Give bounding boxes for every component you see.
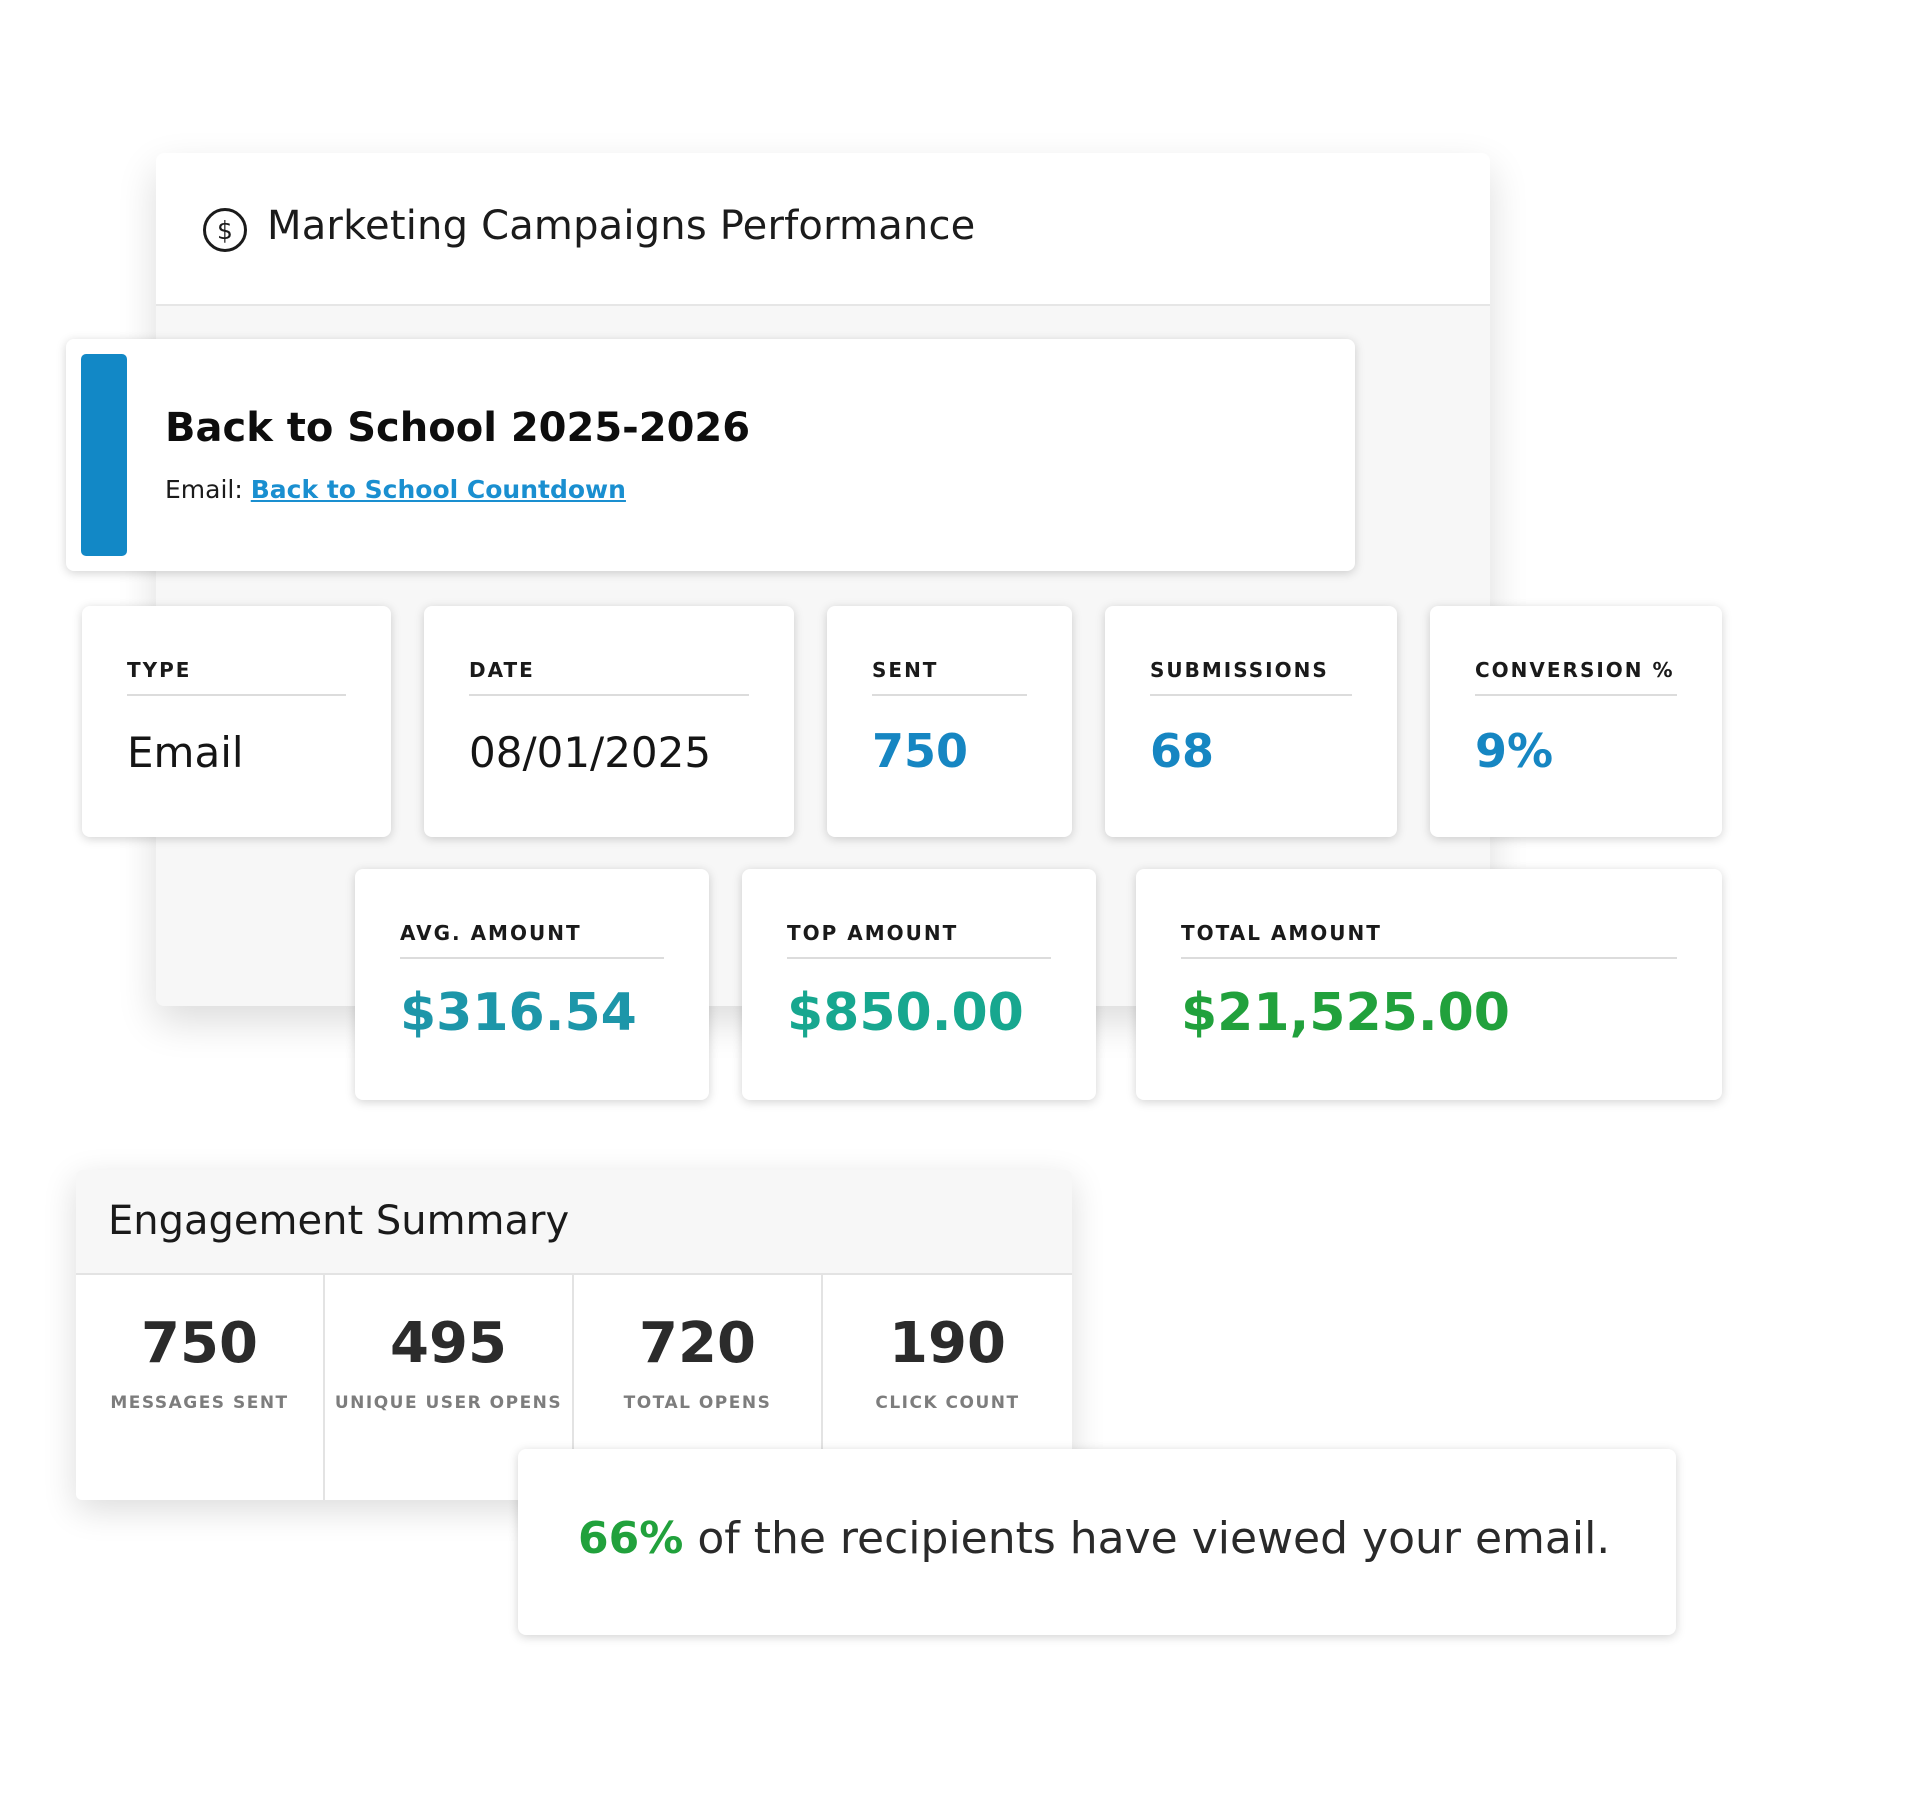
stat-label: TOP AMOUNT — [787, 921, 959, 945]
stat-label: TYPE — [127, 658, 192, 682]
viewed-summary-card: 66% of the recipients have viewed your e… — [518, 1449, 1676, 1635]
viewed-summary-text: 66% of the recipients have viewed your e… — [578, 1513, 1610, 1564]
campaign-card[interactable]: Back to School 2025-2026 Email: Back to … — [66, 339, 1355, 571]
stat-value: $21,525.00 — [1181, 983, 1510, 1043]
stat-card-avg-amount: AVG. AMOUNT $316.54 — [355, 869, 709, 1100]
stat-card-conversion: CONVERSION % 9% — [1430, 606, 1722, 837]
stat-divider — [1475, 694, 1677, 696]
stat-label: SENT — [872, 658, 939, 682]
stat-card-type: TYPE Email — [82, 606, 391, 837]
stat-card-top-amount: TOP AMOUNT $850.00 — [742, 869, 1096, 1100]
stat-divider — [127, 694, 346, 696]
stat-value: Email — [127, 728, 244, 777]
stat-value: 68 — [1150, 724, 1215, 778]
email-label: Email: — [165, 475, 243, 504]
engagement-header: Engagement Summary — [76, 1170, 1072, 1275]
stat-divider — [469, 694, 749, 696]
dollar-circle-icon: $ — [202, 207, 248, 253]
campaign-accent-bar — [81, 354, 127, 556]
stat-label: AVG. AMOUNT — [400, 921, 582, 945]
metric-value: 495 — [390, 1311, 507, 1376]
viewed-message: of the recipients have viewed your email… — [683, 1513, 1611, 1564]
panel-header: $ Marketing Campaigns Performance — [156, 153, 1490, 306]
metric-label: MESSAGES SENT — [110, 1393, 289, 1413]
viewed-percent: 66% — [578, 1513, 684, 1564]
stat-value: $850.00 — [787, 983, 1024, 1043]
stat-label: CONVERSION % — [1475, 658, 1675, 682]
stat-card-submissions: SUBMISSIONS 68 — [1105, 606, 1397, 837]
stat-value: 9% — [1475, 724, 1554, 778]
stat-divider — [400, 957, 664, 959]
stat-label: TOTAL AMOUNT — [1181, 921, 1382, 945]
metric-label: CLICK COUNT — [875, 1393, 1020, 1413]
stat-card-date: DATE 08/01/2025 — [424, 606, 794, 837]
email-link[interactable]: Back to School Countdown — [250, 475, 626, 504]
metric-value: 750 — [141, 1311, 258, 1376]
stat-card-total-amount: TOTAL AMOUNT $21,525.00 — [1136, 869, 1722, 1100]
page-title: Marketing Campaigns Performance — [267, 203, 976, 249]
stat-divider — [1181, 957, 1677, 959]
engagement-summary-panel: Engagement Summary 750 MESSAGES SENT 495… — [76, 1170, 1072, 1500]
stat-divider — [1150, 694, 1352, 696]
metric-unique-user-opens: 495 UNIQUE USER OPENS — [325, 1275, 574, 1500]
engagement-title: Engagement Summary — [108, 1198, 570, 1244]
stat-card-sent: SENT 750 — [827, 606, 1072, 837]
stat-label: DATE — [469, 658, 535, 682]
stat-value: 750 — [872, 724, 969, 778]
metric-label: UNIQUE USER OPENS — [334, 1393, 563, 1413]
metric-total-opens: 720 TOTAL OPENS — [574, 1275, 823, 1500]
stat-value: 08/01/2025 — [469, 728, 712, 777]
metric-value: 720 — [639, 1311, 756, 1376]
metric-click-count: 190 CLICK COUNT — [823, 1275, 1072, 1500]
campaign-name: Back to School 2025-2026 — [165, 405, 751, 451]
stat-value: $316.54 — [400, 983, 637, 1043]
metric-label: TOTAL OPENS — [623, 1393, 772, 1413]
svg-text:$: $ — [217, 216, 233, 245]
stat-divider — [787, 957, 1051, 959]
metric-messages-sent: 750 MESSAGES SENT — [76, 1275, 325, 1500]
campaign-email-line: Email: Back to School Countdown — [165, 475, 626, 504]
performance-panel: $ Marketing Campaigns Performance — [156, 153, 1490, 1006]
metric-value: 190 — [889, 1311, 1006, 1376]
stat-label: SUBMISSIONS — [1150, 658, 1329, 682]
stat-divider — [872, 694, 1027, 696]
